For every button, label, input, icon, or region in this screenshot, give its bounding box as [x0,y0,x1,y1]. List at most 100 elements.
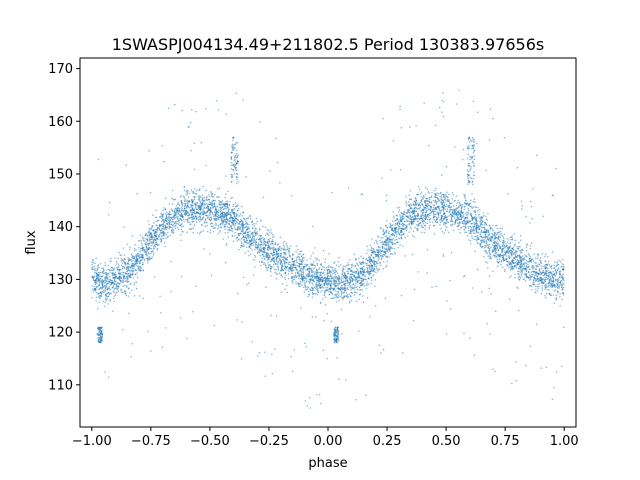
data-point [92,268,94,271]
data-point [166,233,168,236]
data-point [191,204,194,207]
data-point [347,261,349,264]
data-point [277,265,280,268]
data-point [408,201,410,203]
data-point [104,276,107,278]
data-point [207,216,209,218]
data-point [433,201,436,203]
data-point [369,273,371,276]
data-point [405,204,408,207]
data-point [555,262,558,264]
data-point [423,206,425,209]
data-point [312,284,314,286]
data-point [288,249,290,252]
data-point [498,236,500,238]
data-point [190,214,193,217]
data-point [359,269,362,272]
data-point [328,265,330,267]
data-point [311,277,314,279]
data-point [256,355,259,357]
data-point [354,291,357,294]
data-point [108,285,111,288]
data-point [277,255,280,258]
data-point [482,212,485,214]
data-point [149,240,151,243]
data-point [558,259,560,262]
data-point [217,224,220,227]
data-point [405,218,408,221]
data-point [412,230,415,232]
data-point [403,212,405,214]
data-point [266,269,268,272]
data-point [398,225,400,228]
data-point [134,255,136,258]
data-point [148,258,150,261]
data-point [470,226,473,229]
data-point [196,202,199,204]
data-point [545,253,547,256]
data-point [150,250,153,253]
data-point [152,214,154,216]
data-point [480,216,482,218]
data-point [331,266,334,269]
data-point [255,241,257,243]
data-point [471,207,473,209]
data-point [562,263,565,266]
data-point [504,240,506,243]
data-point [481,239,483,241]
data-point [293,348,296,351]
data-point [200,203,202,205]
data-point [260,235,263,237]
data-point [362,279,364,281]
data-point [142,270,144,272]
data-point [370,282,372,285]
data-point [320,283,322,286]
data-point [221,201,223,204]
data-point [164,245,166,248]
data-point [361,277,363,280]
data-point [555,265,558,268]
data-point [382,348,385,351]
data-point [549,271,551,273]
data-point [105,297,107,299]
data-point [438,106,441,109]
data-point [103,272,106,275]
data-point [142,238,144,240]
data-point [348,301,351,304]
data-point [300,250,303,252]
data-point [416,220,419,223]
data-point [150,227,152,230]
data-point [389,246,392,249]
data-point [330,266,333,268]
data-point [322,349,325,352]
data-point [495,242,498,244]
data-point [339,286,342,289]
data-point [344,279,347,282]
data-point [517,287,519,289]
data-point [494,237,496,240]
data-point [471,235,473,237]
data-point [224,207,226,210]
data-point [198,196,200,198]
data-point [269,243,272,245]
data-point [428,228,431,230]
data-point [243,245,245,247]
data-point [511,247,513,250]
data-point [538,285,540,288]
data-point [336,287,338,289]
data-point [366,245,368,248]
data-point [319,280,321,282]
data-point [249,236,251,239]
data-point [101,281,103,283]
data-point [560,275,562,278]
data-point [430,195,433,197]
data-point [414,216,416,218]
data-point [221,218,223,221]
data-point [399,108,401,110]
data-point [230,225,232,228]
data-point [499,230,502,233]
data-point [425,205,428,208]
data-point [278,257,280,259]
data-point [385,247,388,249]
data-point [166,211,168,213]
